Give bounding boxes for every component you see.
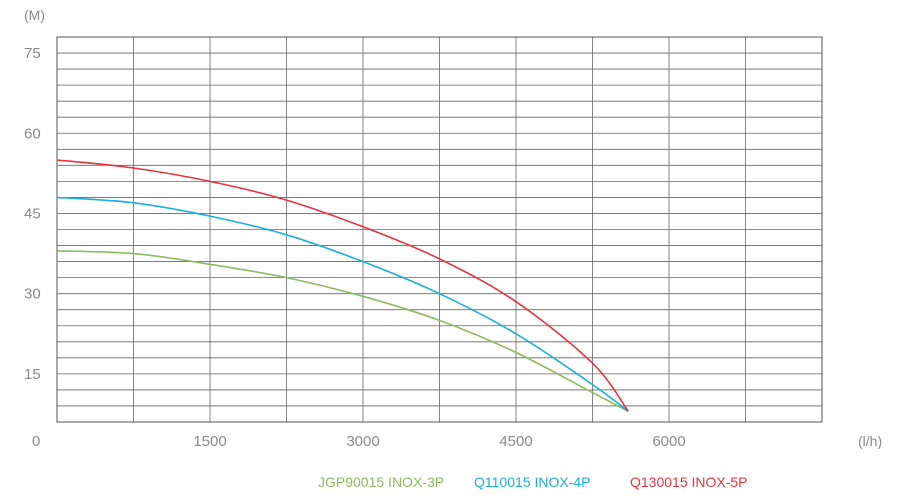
legend-entry-1: JGP90015 INOX-3P bbox=[318, 474, 444, 490]
x-tick-label: 1500 bbox=[193, 433, 226, 450]
series-lines bbox=[56, 159, 629, 413]
y-axis-unit-label: (M) bbox=[24, 7, 45, 23]
x-tick-label: 6000 bbox=[652, 433, 685, 450]
legend-entry-3: Q130015 INOX-5P bbox=[630, 474, 748, 490]
series-line-3 bbox=[56, 159, 629, 412]
x-tick-label: 3000 bbox=[346, 433, 379, 450]
origin-label: 0 bbox=[32, 433, 40, 450]
legend-entry-2: Q110015 INOX-4P bbox=[474, 474, 590, 490]
y-tick-label: 75 bbox=[24, 45, 41, 62]
x-tick-labels: 1500 3000 4500 6000 bbox=[193, 433, 685, 450]
y-tick-labels: 15 30 45 60 75 bbox=[24, 45, 41, 383]
y-tick-label: 30 bbox=[24, 286, 41, 303]
y-tick-label: 60 bbox=[24, 125, 41, 142]
x-axis-unit-label: (l/h) bbox=[858, 433, 882, 449]
y-tick-label: 15 bbox=[24, 366, 41, 383]
y-tick-label: 45 bbox=[24, 205, 41, 222]
vertical-gridlines bbox=[133, 37, 746, 422]
plot-frame bbox=[56, 36, 823, 423]
series-line-1 bbox=[56, 250, 629, 413]
legend: JGP90015 INOX-3P Q110015 INOX-4P Q130015 I… bbox=[318, 474, 748, 490]
series-line-2 bbox=[56, 196, 629, 412]
x-tick-label: 4500 bbox=[499, 433, 532, 450]
